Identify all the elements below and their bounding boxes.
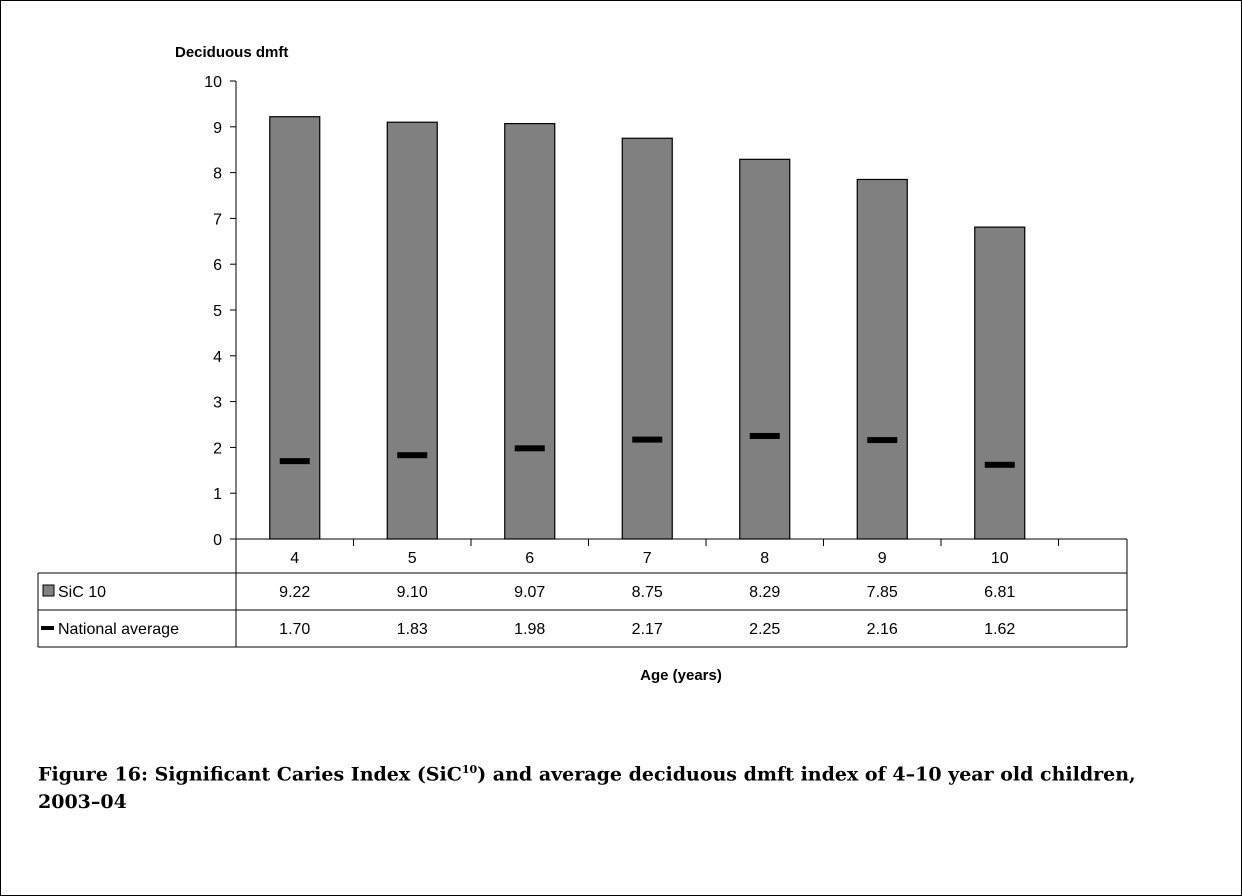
marker-national-average — [397, 452, 428, 459]
table-value-sic10: 7.85 — [867, 584, 898, 601]
legend-label-sic10: SiC 10 — [58, 584, 106, 601]
y-tick-label: 1 — [213, 486, 222, 503]
caption-prefix: Figure 16: Significant Caries Index (SiC — [38, 763, 462, 786]
y-tick-label: 3 — [213, 395, 222, 412]
legend-label-national-average: National average — [58, 621, 179, 638]
x-category-label: 5 — [408, 550, 417, 567]
table-value-national-average: 1.62 — [984, 621, 1015, 638]
bar-sic10 — [621, 137, 673, 540]
x-category-label: 10 — [991, 550, 1009, 567]
table-value-sic10: 8.29 — [749, 584, 780, 601]
table-value-sic10: 6.81 — [984, 584, 1015, 601]
table-value-national-average: 1.70 — [279, 621, 310, 638]
bar-sic10 — [386, 121, 438, 540]
legend-key-national-average — [41, 626, 54, 630]
x-category-label: 4 — [290, 550, 299, 567]
x-category-label: 7 — [643, 550, 652, 567]
table-value-national-average: 1.98 — [514, 621, 545, 638]
table-value-national-average: 2.16 — [867, 621, 898, 638]
caption-superscript: 10 — [461, 763, 478, 776]
x-category-label: 8 — [760, 550, 769, 567]
caption-suffix: ) and average deciduous dmft index of 4–… — [38, 763, 1136, 814]
marker-national-average — [749, 432, 780, 439]
y-tick-label: 8 — [213, 166, 222, 183]
y-tick-label: 5 — [213, 303, 222, 320]
table-value-sic10: 9.22 — [279, 584, 310, 601]
bar-sic10 — [856, 178, 908, 540]
table-value-national-average: 1.83 — [397, 621, 428, 638]
marker-national-average — [514, 445, 545, 452]
bar-sic10 — [269, 116, 321, 540]
y-tick-label: 6 — [213, 257, 222, 274]
y-tick-label: 4 — [213, 349, 222, 366]
table-value-national-average: 2.17 — [632, 621, 663, 638]
table-value-sic10: 9.10 — [397, 584, 428, 601]
bar-sic10 — [739, 158, 791, 540]
y-axis-label: Deciduous dmft — [175, 44, 289, 61]
table-value-sic10: 8.75 — [632, 584, 663, 601]
bar-sic10 — [504, 122, 556, 540]
legend-key-sic10 — [42, 584, 55, 597]
y-tick-label: 2 — [213, 440, 222, 457]
marker-national-average — [279, 458, 310, 465]
y-tick-label: 9 — [213, 120, 222, 137]
marker-national-average — [984, 461, 1015, 468]
x-category-label: 6 — [525, 550, 534, 567]
y-tick-label: 7 — [213, 211, 222, 228]
x-category-label: 9 — [878, 550, 887, 567]
table-value-national-average: 2.25 — [749, 621, 780, 638]
table-value-sic10: 9.07 — [514, 584, 545, 601]
y-tick-label: 10 — [204, 74, 222, 91]
y-tick-label: 0 — [213, 532, 222, 549]
marker-national-average — [632, 436, 663, 443]
bar-sic10 — [974, 226, 1026, 540]
x-axis-label: Age (years) — [640, 667, 722, 684]
figure-caption: Figure 16: Significant Caries Index (SiC… — [38, 756, 1198, 816]
marker-national-average — [867, 437, 898, 444]
